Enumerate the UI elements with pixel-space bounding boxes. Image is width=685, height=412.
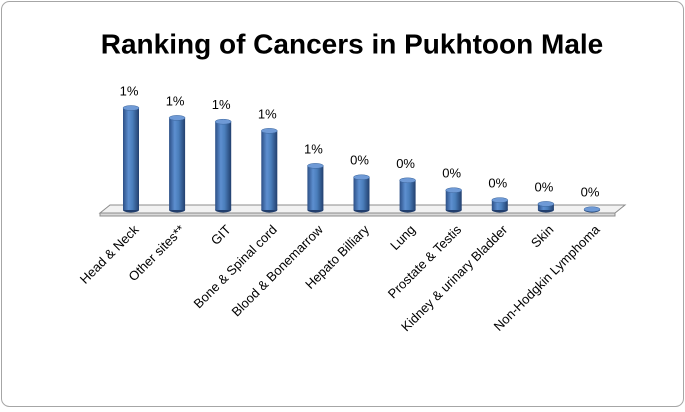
- bar-top: [399, 177, 416, 184]
- value-label: 0%: [488, 176, 507, 191]
- value-label: 0%: [350, 153, 369, 168]
- value-label: 1%: [212, 97, 231, 112]
- chart-title: Ranking of Cancers in Pukhtoon Male: [101, 28, 604, 59]
- bar-top: [353, 174, 370, 181]
- bar: [307, 165, 324, 210]
- bar: [215, 121, 232, 210]
- value-label: 0%: [581, 185, 600, 200]
- bar-top: [537, 201, 555, 207]
- bar: [261, 130, 278, 210]
- bar-top: [261, 128, 278, 134]
- bar-top: [491, 197, 509, 203]
- bar-top: [583, 206, 601, 212]
- value-label: 0%: [535, 179, 554, 194]
- value-label: 1%: [258, 106, 277, 121]
- bar: [169, 117, 186, 210]
- bar-top: [307, 163, 324, 169]
- bar: [491, 200, 508, 210]
- value-label: 1%: [304, 141, 323, 156]
- floor-front: [99, 212, 616, 217]
- bar-top: [122, 105, 140, 111]
- value-label: 1%: [166, 93, 185, 108]
- bar: [537, 203, 554, 210]
- value-label: 0%: [396, 156, 415, 171]
- bar: [123, 108, 139, 210]
- bar: [353, 177, 370, 210]
- bar: [445, 190, 462, 210]
- value-label: 0%: [442, 166, 461, 181]
- value-label: 1%: [120, 83, 139, 98]
- bar-top: [168, 115, 186, 121]
- bar-top: [445, 187, 462, 193]
- bar: [399, 180, 416, 210]
- bar-top: [214, 118, 232, 125]
